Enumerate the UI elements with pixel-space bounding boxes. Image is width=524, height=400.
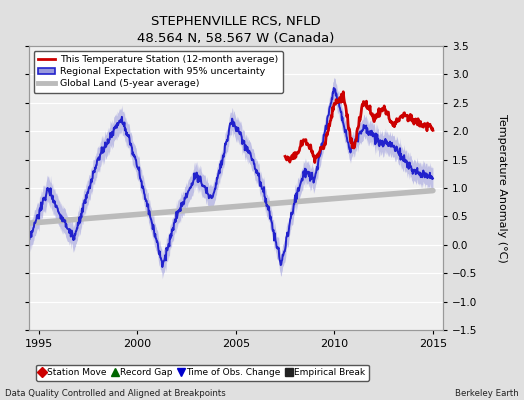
Text: Data Quality Controlled and Aligned at Breakpoints: Data Quality Controlled and Aligned at B… [5, 389, 226, 398]
Text: Berkeley Earth: Berkeley Earth [455, 389, 519, 398]
Y-axis label: Temperature Anomaly (°C): Temperature Anomaly (°C) [497, 114, 507, 262]
Title: STEPHENVILLE RCS, NFLD
48.564 N, 58.567 W (Canada): STEPHENVILLE RCS, NFLD 48.564 N, 58.567 … [137, 15, 334, 45]
Legend: Station Move, Record Gap, Time of Obs. Change, Empirical Break: Station Move, Record Gap, Time of Obs. C… [36, 365, 369, 381]
